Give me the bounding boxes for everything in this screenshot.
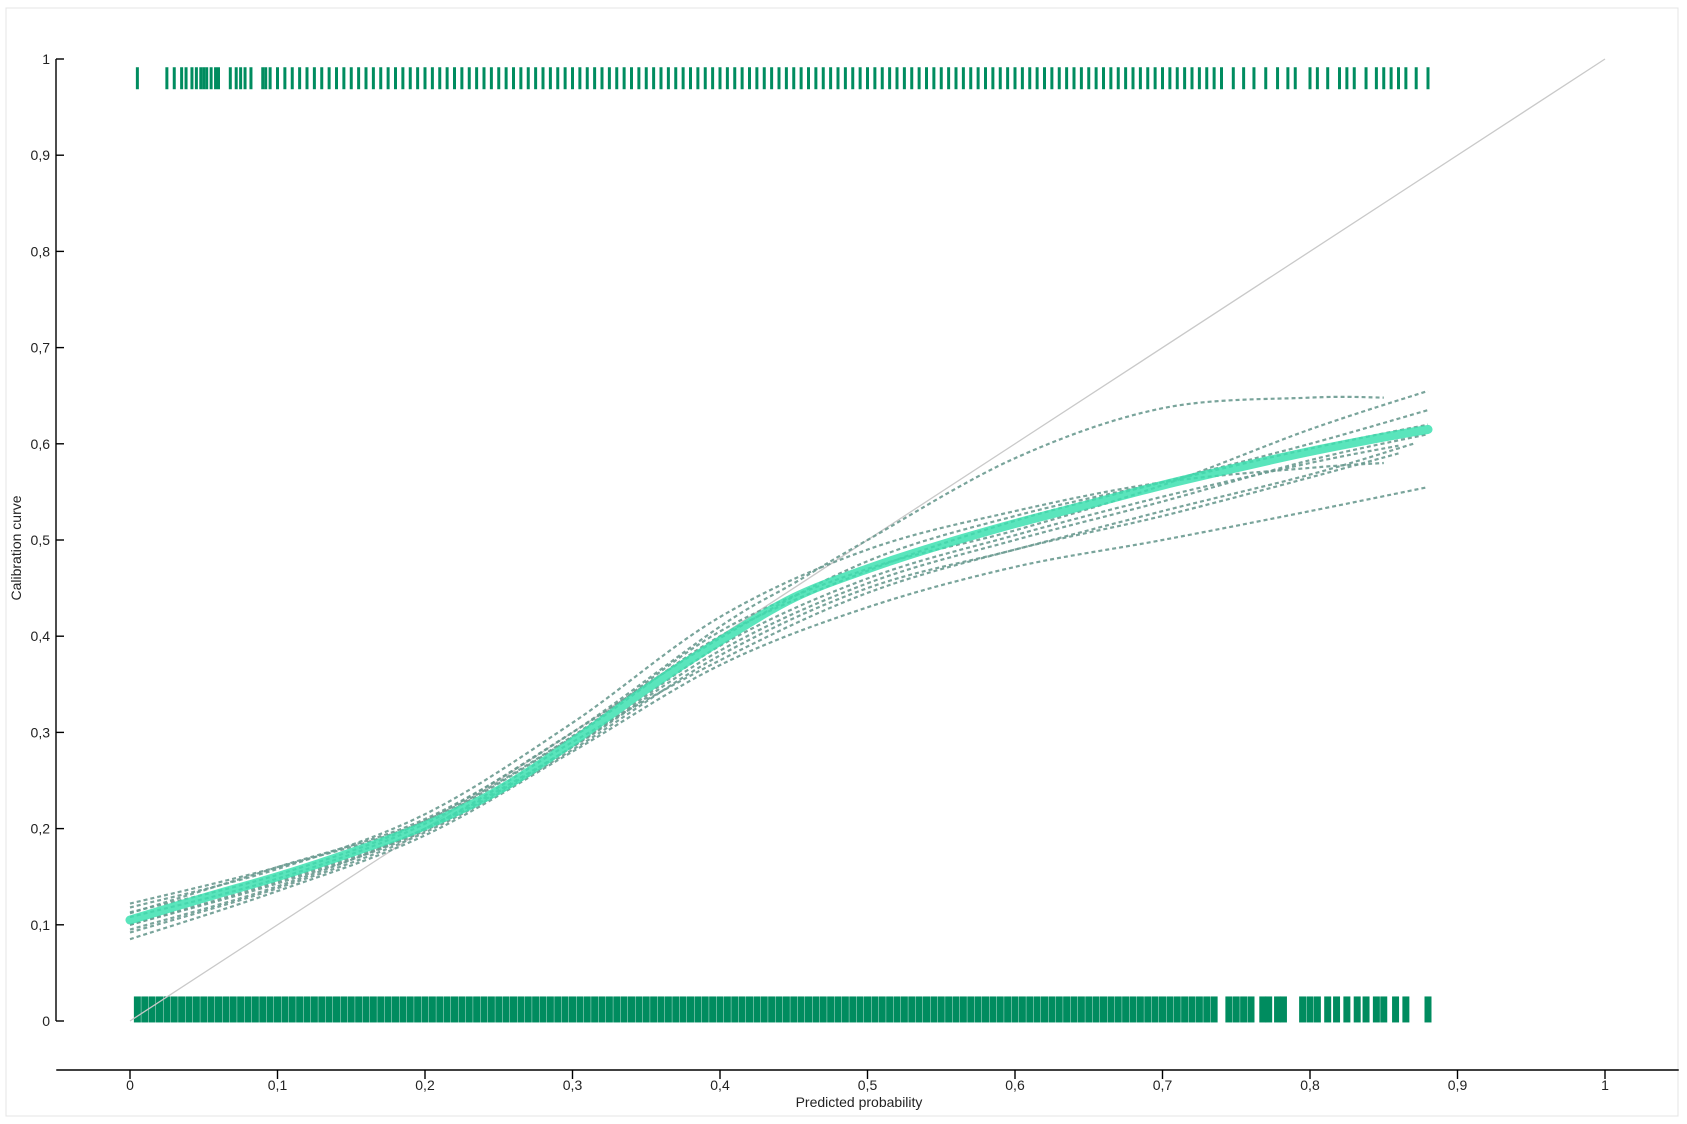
bootstrap-curve-4	[129, 452, 1399, 926]
y-tick-label: 0,1	[31, 917, 51, 933]
mean-calibration-curve	[125, 424, 1433, 925]
bootstrap-curve-2	[129, 486, 1429, 941]
x-tick-label: 0,8	[1300, 1077, 1320, 1093]
x-tick-label: 0,4	[710, 1077, 730, 1093]
x-axis: 0 0,1 0,2 0,3 0,4 0,5 0,6 0,7 0,8 0,9 1	[56, 1069, 1679, 1093]
rug-nonevents	[133, 996, 1432, 1023]
rug-events	[135, 67, 1430, 90]
bootstrap-curve-10	[129, 442, 1414, 934]
x-tick-label: 0	[126, 1077, 134, 1093]
x-tick-label: 0,3	[563, 1077, 583, 1093]
y-tick-label: 0,9	[31, 147, 51, 163]
x-tick-label: 0,5	[858, 1077, 878, 1093]
y-tick-label: 1	[42, 51, 50, 67]
y-axis: 0 0,1 0,2 0,3 0,4 0,5 0,6 0,7 0,8 0,9 1	[31, 51, 64, 1029]
x-tick-label: 0,7	[1153, 1077, 1173, 1093]
y-tick-label: 0,3	[31, 724, 51, 740]
y-tick-label: 0,7	[31, 340, 51, 356]
bootstrap-curve-8	[129, 444, 1399, 926]
y-axis-label: Calibration curve	[8, 495, 24, 600]
mean-calibration-curve-group	[125, 424, 1433, 925]
chart-border	[5, 7, 1679, 1117]
y-tick-label: 0,8	[31, 243, 51, 259]
y-tick-label: 0,6	[31, 436, 51, 452]
y-tick-label: 0,4	[31, 628, 51, 644]
bootstrap-curve-1	[129, 395, 1384, 915]
x-tick-label: 0,6	[1005, 1077, 1025, 1093]
y-tick-label: 0,5	[31, 532, 51, 548]
x-axis-label: Predicted probability	[796, 1094, 923, 1110]
x-tick-label: 0,1	[268, 1077, 288, 1093]
x-tick-label: 0,2	[415, 1077, 435, 1093]
y-tick-label: 0,2	[31, 821, 51, 837]
x-tick-label: 1	[1601, 1077, 1609, 1093]
y-tick-label: 0	[42, 1013, 50, 1029]
x-tick-label: 0,9	[1448, 1077, 1468, 1093]
